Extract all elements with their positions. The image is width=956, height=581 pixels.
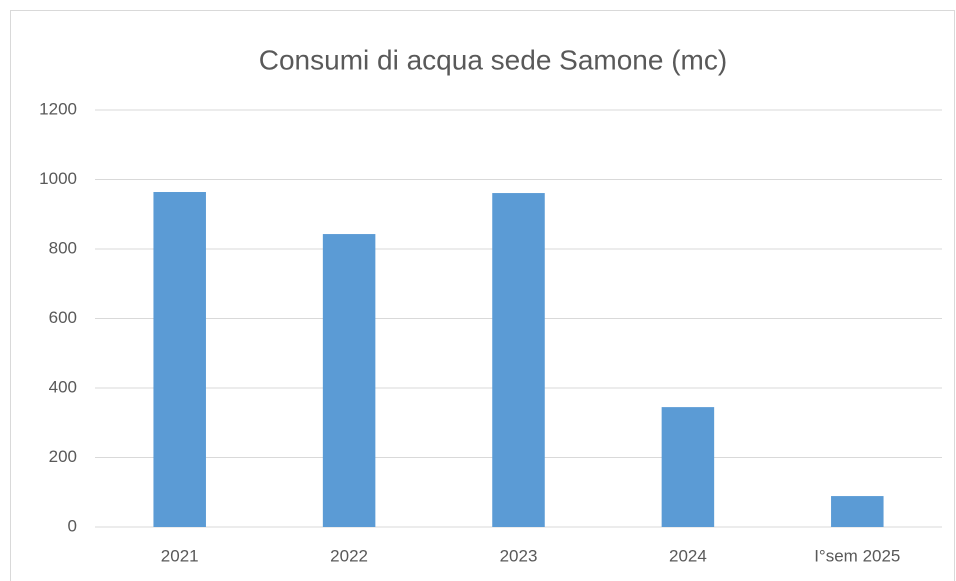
x-tick-label: 2024 xyxy=(669,546,707,565)
y-tick-label: 600 xyxy=(49,308,77,327)
bar xyxy=(661,407,715,527)
x-tick-label: 2021 xyxy=(161,546,199,565)
x-tick-label: 2022 xyxy=(330,546,368,565)
y-tick-label: 800 xyxy=(49,238,77,257)
y-tick-label: 1200 xyxy=(39,99,77,118)
bar xyxy=(153,192,206,527)
y-tick-label: 400 xyxy=(49,377,77,396)
x-tick-label: I°sem 2025 xyxy=(814,546,900,565)
y-tick-label: 200 xyxy=(49,447,77,466)
bar xyxy=(831,496,884,527)
y-tick-label: 1000 xyxy=(39,169,77,188)
y-tick-label: 0 xyxy=(68,516,77,535)
x-tick-label: 2023 xyxy=(500,546,538,565)
bar xyxy=(322,234,376,527)
bar xyxy=(492,193,545,528)
chart-border xyxy=(10,10,955,581)
chart-title: Consumi di acqua sede Samone (mc) xyxy=(259,44,727,75)
